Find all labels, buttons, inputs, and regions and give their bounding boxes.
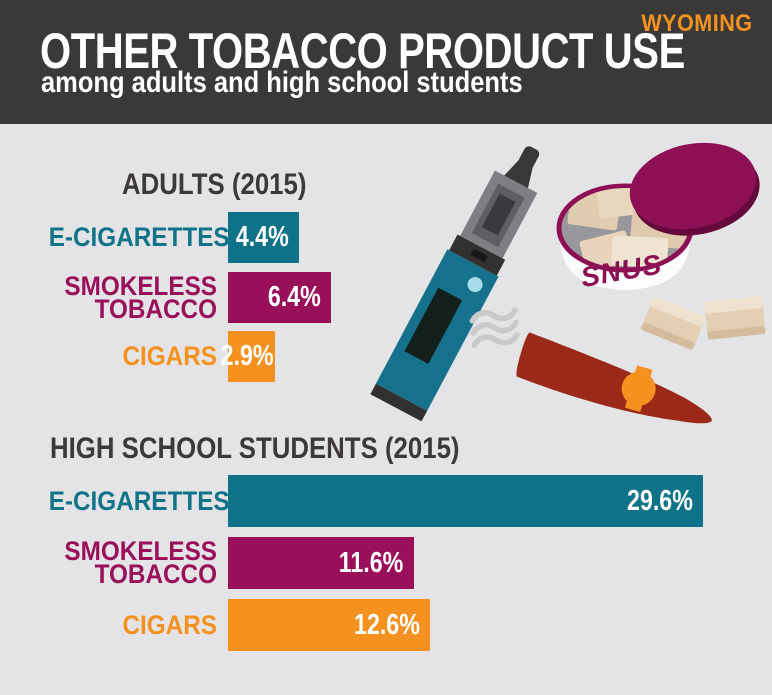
- bar-value-label: 29.6%: [626, 484, 693, 517]
- row-label-cigars: CIGARS: [49, 611, 217, 638]
- bar-students-cigars: 12.6%: [228, 599, 430, 651]
- row-label-smokeless-tobacco: SMOKELESS TOBACCO: [49, 272, 217, 324]
- students-cigars-row: CIGARS 12.6%: [30, 599, 772, 651]
- e-cigarette-icon: [370, 146, 540, 422]
- row-label-line: TOBACCO: [94, 559, 217, 589]
- row-label-smokeless-tobacco: SMOKELESS TOBACCO: [49, 538, 217, 589]
- page-title: OTHER TOBACCO PRODUCT USE: [40, 23, 685, 79]
- snus-lid-icon: [629, 142, 760, 236]
- students-smokeless-row: SMOKELESS TOBACCO 11.6%: [30, 537, 772, 589]
- bar-value-label: 2.9%: [220, 340, 274, 372]
- row-label-e-cigarettes: E-CIGARETTES: [49, 224, 230, 251]
- adults-smokeless-row: SMOKELESS TOBACCO 6.4%: [30, 272, 772, 323]
- bar-adults-e-cigarettes: 4.4%: [228, 212, 299, 263]
- snus-pouches-icon: [641, 296, 766, 350]
- row-label-e-cigarettes: E-CIGARETTES: [49, 487, 230, 514]
- adults-section-heading: ADULTS (2015): [122, 168, 307, 201]
- row-label-line: TOBACCO: [94, 293, 217, 324]
- students-section-heading: HIGH SCHOOL STUDENTS (2015): [50, 432, 460, 465]
- row-label-cigars: CIGARS: [49, 343, 217, 370]
- smoke-icon: [469, 307, 520, 348]
- bar-value-label: 4.4%: [235, 221, 289, 253]
- students-ecig-row: E-CIGARETTES 29.6%: [30, 475, 772, 527]
- bar-value-label: 11.6%: [339, 546, 404, 579]
- row-label-line: E-CIGARETTES: [48, 222, 230, 252]
- bar-value-label: 12.6%: [353, 608, 420, 641]
- bar-adults-cigars: 2.9%: [221, 331, 275, 382]
- cigar-icon: [516, 332, 712, 424]
- bar-students-e-cigarettes: 29.6%: [228, 475, 703, 527]
- page-subtitle: among adults and high school students: [41, 66, 523, 99]
- tobacco-products-illustration: SNUS: [370, 142, 766, 424]
- row-label-line: SMOKELESS: [64, 270, 217, 301]
- snus-can-icon: SNUS: [556, 142, 760, 293]
- row-label-line: E-CIGARETTES: [48, 485, 230, 516]
- row-label-line: SMOKELESS: [64, 536, 217, 566]
- bar-adults-smokeless-tobacco: 6.4%: [228, 272, 331, 323]
- bar-students-smokeless-tobacco: 11.6%: [228, 537, 414, 589]
- adults-cigars-row: CIGARS 2.9%: [30, 331, 772, 382]
- row-label-line: CIGARS: [122, 609, 217, 640]
- brand-label: WYOMING: [640, 10, 752, 37]
- adults-ecig-row: E-CIGARETTES 4.4%: [30, 212, 772, 263]
- bar-value-label: 6.4%: [267, 281, 321, 313]
- header: WYOMING OTHER TOBACCO PRODUCT USE among …: [0, 0, 772, 124]
- row-label-line: CIGARS: [122, 341, 217, 371]
